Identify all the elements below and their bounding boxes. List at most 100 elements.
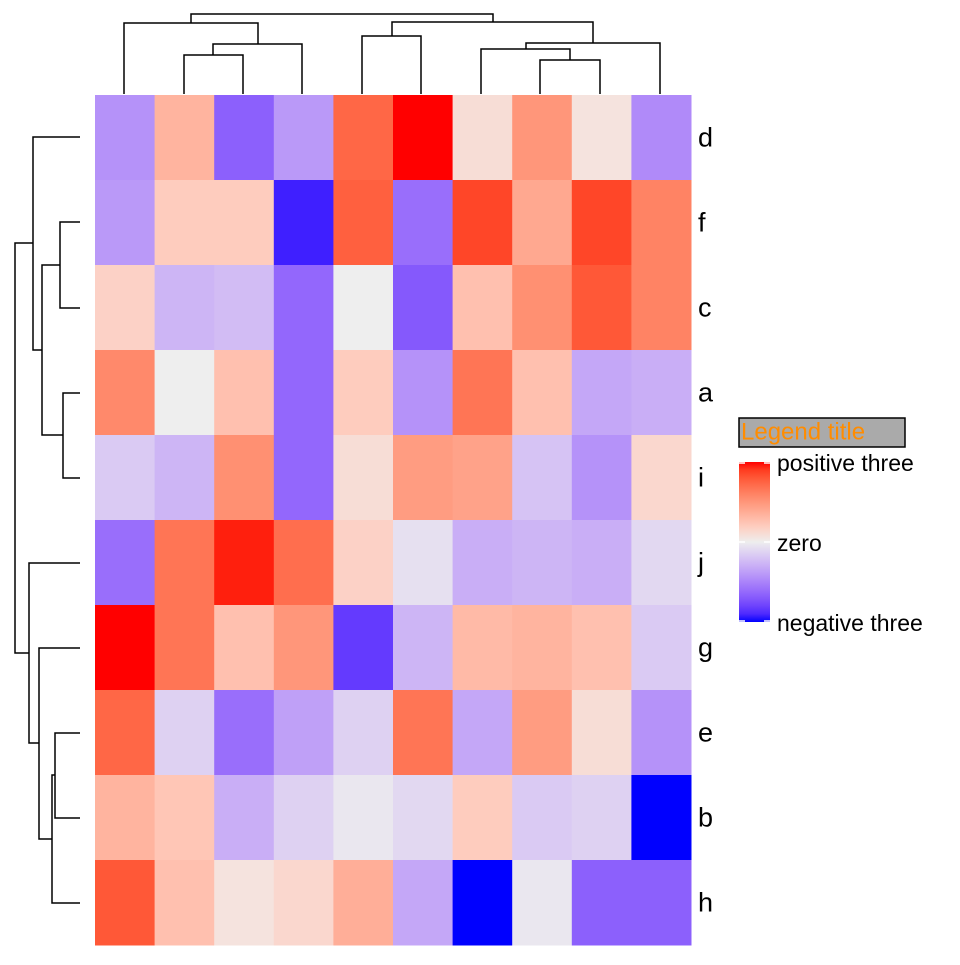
heatmap-cell — [333, 95, 394, 181]
heatmap-cell — [95, 435, 156, 521]
heatmap-cell — [512, 520, 573, 606]
heatmap-cell — [452, 95, 513, 181]
heatmap-cell — [333, 435, 394, 521]
heatmap-cell — [571, 520, 632, 606]
legend-label: positive three — [777, 450, 914, 476]
heatmap-cell — [333, 690, 394, 776]
heatmap-cell — [95, 265, 156, 351]
heatmap-cell — [154, 180, 215, 266]
heatmap-cell — [512, 180, 573, 266]
heatmap-cell — [393, 860, 454, 946]
heatmap-cell — [214, 860, 275, 946]
heatmap-cell — [154, 860, 215, 946]
row-label: d — [698, 123, 713, 153]
heatmap-cell — [214, 435, 275, 521]
heatmap-cell — [214, 775, 275, 861]
heatmap-cell — [154, 95, 215, 181]
heatmap-cell — [393, 265, 454, 351]
heatmap-cell — [393, 95, 454, 181]
heatmap-cell — [214, 690, 275, 776]
heatmap-cell — [631, 180, 692, 266]
heatmap-cell — [631, 95, 692, 181]
heatmap-cell — [512, 350, 573, 436]
heatmap-cell — [214, 265, 275, 351]
heatmap-cell — [512, 435, 573, 521]
heatmap-cell — [154, 265, 215, 351]
heatmap-cell — [512, 265, 573, 351]
heatmap-cell — [273, 775, 334, 861]
heatmap-cell — [154, 350, 215, 436]
heatmap-cell — [333, 860, 394, 946]
legend-title-box — [738, 417, 906, 448]
row-label: c — [698, 293, 712, 323]
heatmap-cell — [631, 775, 692, 861]
heatmap-cell — [154, 775, 215, 861]
heatmap-cell — [95, 180, 156, 266]
heatmap-cell — [512, 95, 573, 181]
heatmap-cell — [512, 860, 573, 946]
heatmap-cell — [571, 265, 632, 351]
heatmap-cell — [452, 860, 513, 946]
heatmap-cell — [273, 265, 334, 351]
heatmap-cell — [273, 350, 334, 436]
heatmap-cell — [393, 180, 454, 266]
heatmap-cell — [214, 95, 275, 181]
row-label: h — [698, 888, 713, 918]
heatmap-cell — [273, 520, 334, 606]
heatmap-cell — [154, 690, 215, 776]
heatmap-cell — [393, 690, 454, 776]
heatmap-cell — [333, 775, 394, 861]
heatmap-cell — [95, 775, 156, 861]
heatmap-cell — [95, 605, 156, 691]
row-label: e — [698, 718, 713, 748]
heatmap-cell — [333, 350, 394, 436]
heatmap-cell — [333, 520, 394, 606]
heatmap-cell — [95, 860, 156, 946]
heatmap-cell — [273, 435, 334, 521]
heatmap-cell — [571, 775, 632, 861]
heatmap-cell — [214, 180, 275, 266]
row-label: j — [697, 548, 704, 578]
heatmap-cell — [631, 520, 692, 606]
heatmap-cell — [571, 435, 632, 521]
heatmap-cell — [154, 435, 215, 521]
heatmap-cell — [631, 605, 692, 691]
heatmap-cell — [273, 180, 334, 266]
heatmap-cell — [154, 605, 215, 691]
heatmap-cell — [393, 350, 454, 436]
legend-title: Legend title — [741, 418, 865, 445]
heatmap-cell — [631, 265, 692, 351]
heatmap-cell — [393, 775, 454, 861]
heatmap-cell — [571, 860, 632, 946]
heatmap-cell — [393, 520, 454, 606]
heatmap-cell — [631, 435, 692, 521]
heatmap-cell — [333, 265, 394, 351]
heatmap-cell — [452, 435, 513, 521]
row-label: i — [698, 463, 704, 493]
heatmap-cell — [452, 350, 513, 436]
heatmap-cell — [273, 605, 334, 691]
heatmap-cell — [154, 520, 215, 606]
heatmap-cell — [393, 605, 454, 691]
legend: Legend title positive three zero negative … — [738, 417, 923, 636]
heatmap-cell — [333, 605, 394, 691]
heatmap-cell — [512, 690, 573, 776]
heatmap-cell — [214, 520, 275, 606]
row-label: f — [698, 208, 706, 238]
heatmap-cell — [452, 180, 513, 266]
heatmap-cell — [214, 605, 275, 691]
heatmap-cell — [452, 520, 513, 606]
heatmap-cell — [571, 95, 632, 181]
row-dendrogram — [14, 136, 80, 904]
column-dendrogram — [123, 13, 661, 94]
heatmap-cell — [95, 350, 156, 436]
heatmap-cell — [571, 350, 632, 436]
heatmap-cell — [631, 690, 692, 776]
heatmap-cell — [571, 605, 632, 691]
heatmap-cell — [95, 95, 156, 181]
heatmap-cell — [393, 435, 454, 521]
heatmap-cell — [95, 520, 156, 606]
legend-label: zero — [777, 530, 822, 556]
